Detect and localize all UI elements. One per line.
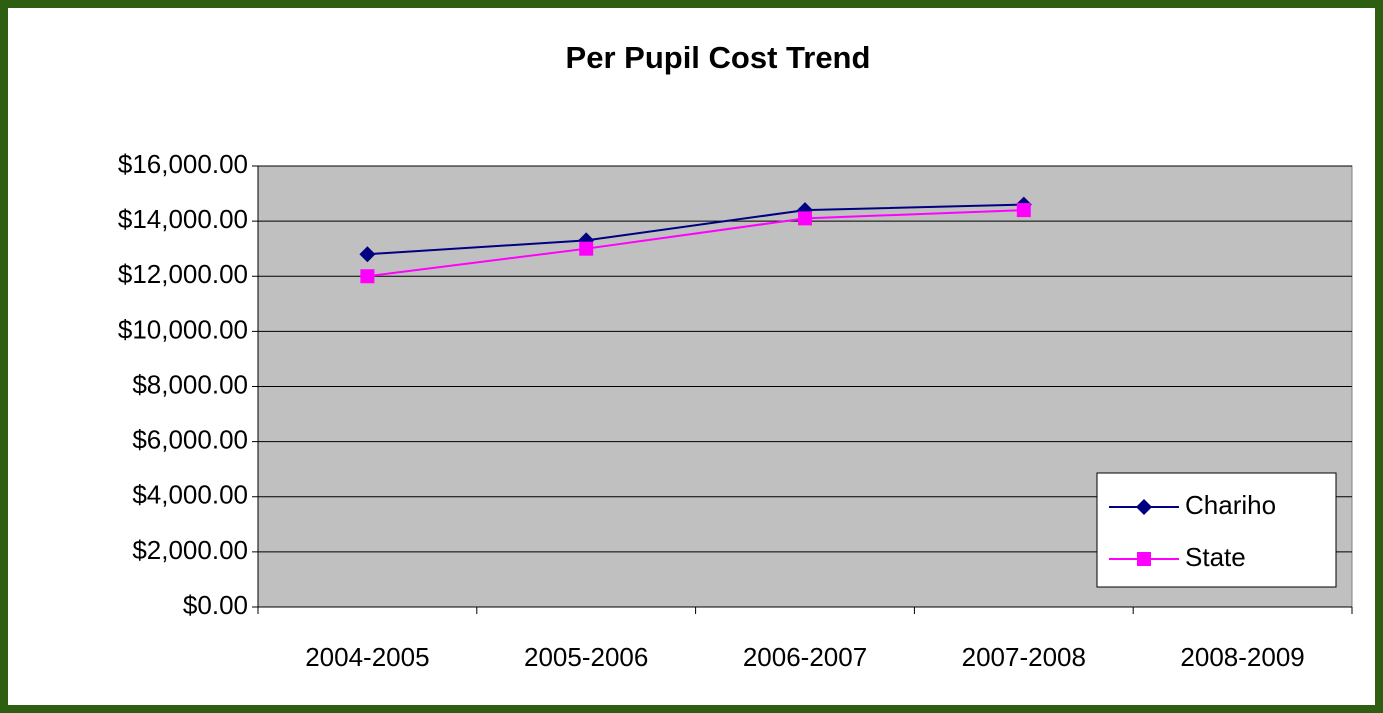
- legend-marker: [1137, 552, 1151, 566]
- x-tick-label: 2008-2009: [1180, 642, 1304, 672]
- x-tick-label: 2004-2005: [305, 642, 429, 672]
- x-tick-label: 2005-2006: [524, 642, 648, 672]
- series-line: [367, 209, 1024, 278]
- legend-label: State: [1185, 542, 1246, 572]
- y-tick-label: $12,000.00: [118, 259, 248, 289]
- x-tick-label: 2006-2007: [743, 642, 867, 672]
- legend-marker: [1136, 499, 1152, 515]
- data-point: [360, 269, 375, 284]
- chart-title: Per Pupil Cost Trend: [566, 40, 871, 75]
- series-line: [367, 203, 1024, 256]
- data-point: [579, 241, 594, 256]
- legend-label: Chariho: [1185, 490, 1276, 520]
- y-tick-label: $2,000.00: [132, 535, 248, 565]
- y-tick-label: $14,000.00: [118, 204, 248, 234]
- data-point: [359, 246, 376, 263]
- y-tick-label: $4,000.00: [132, 480, 248, 510]
- data-point: [1016, 203, 1031, 218]
- legend: [1096, 472, 1337, 588]
- data-point: [798, 211, 812, 226]
- y-tick-label: $10,000.00: [118, 314, 248, 344]
- x-tick-label: 2007-2008: [962, 642, 1086, 672]
- y-tick-label: $0.00: [183, 590, 248, 620]
- y-tick-label: $16,000.00: [118, 149, 248, 179]
- y-tick-label: $8,000.00: [132, 369, 248, 399]
- y-tick-label: $6,000.00: [132, 425, 248, 455]
